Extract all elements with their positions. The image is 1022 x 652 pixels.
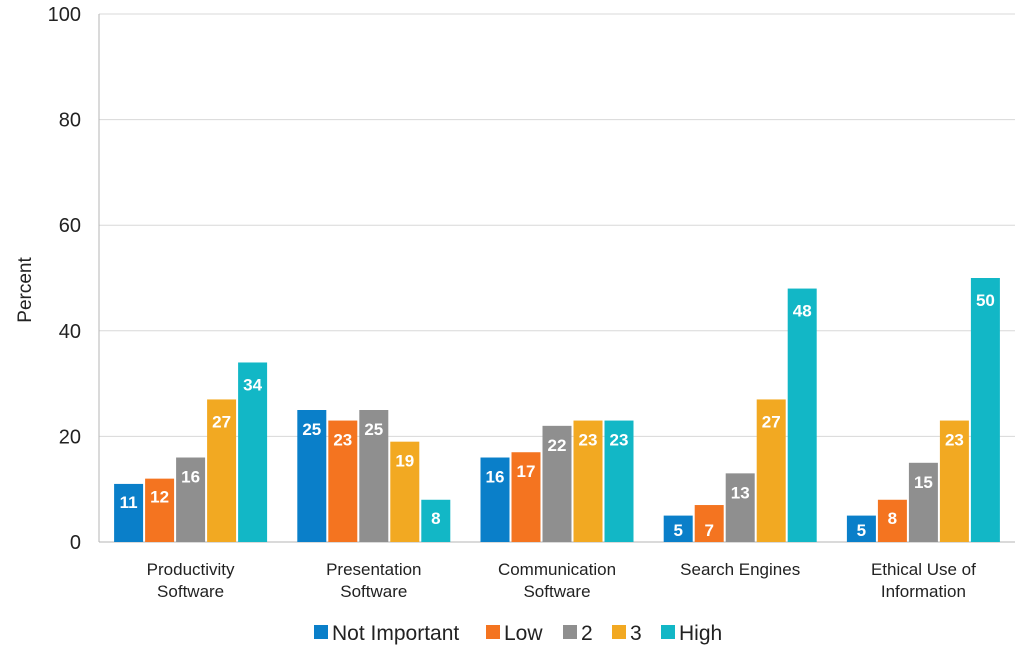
legend-swatch	[563, 625, 577, 639]
bar-high	[787, 288, 817, 542]
data-label: 34	[243, 375, 262, 394]
category-label-layer: Productivity Software Presentation Software…	[147, 560, 976, 601]
bar-high	[970, 278, 1000, 542]
bar-high	[238, 362, 268, 542]
data-label: 23	[610, 431, 629, 450]
bar-low	[694, 505, 724, 542]
bar-low	[328, 420, 358, 542]
x-category-label: Information	[881, 582, 966, 601]
bar-low	[145, 478, 175, 542]
data-label: 8	[431, 509, 440, 528]
bar-low	[877, 499, 907, 542]
bar-not-important	[846, 515, 876, 542]
y-tick-label: 60	[59, 215, 81, 237]
data-label: 19	[395, 452, 414, 471]
y-axis-title: Percent	[15, 257, 36, 323]
x-category-label: Presentation	[326, 560, 421, 579]
data-label: 5	[673, 521, 682, 540]
y-tick-label: 40	[59, 321, 81, 343]
data-label: 15	[914, 473, 933, 492]
data-label: 50	[976, 291, 995, 310]
y-tick-label: 0	[70, 532, 81, 554]
data-label: 23	[333, 431, 352, 450]
bar-3	[573, 420, 603, 542]
legend-swatch	[314, 625, 328, 639]
data-label: 16	[486, 468, 505, 487]
x-category-label: Ethical Use of	[871, 560, 976, 579]
bar-high	[421, 499, 451, 542]
data-label: 23	[945, 431, 964, 450]
bar-2	[542, 425, 572, 542]
data-label: 23	[579, 431, 598, 450]
y-tick-label: 80	[59, 110, 81, 132]
bar-3	[939, 420, 969, 542]
data-label: 7	[704, 521, 713, 540]
bar-2	[725, 473, 755, 542]
data-label: 16	[181, 468, 200, 487]
legend-label: 3	[630, 622, 642, 645]
data-label: 22	[548, 436, 567, 455]
x-category-label: Productivity	[147, 560, 235, 579]
bar-2	[359, 410, 389, 542]
legend-label: High	[679, 622, 722, 645]
y-tick-label: 20	[59, 426, 81, 448]
data-label: 11	[120, 493, 138, 512]
x-category-label: Software	[523, 582, 590, 601]
legend: Not Important Low 2 3 High	[314, 622, 722, 645]
bar-low	[511, 452, 541, 542]
data-label: 17	[517, 462, 536, 481]
data-label: 27	[762, 412, 781, 431]
data-label: 12	[150, 488, 169, 507]
y-tick-label: 100	[48, 4, 81, 26]
x-category-label: Software	[157, 582, 224, 601]
bar-2	[908, 462, 938, 542]
bar-2	[176, 457, 206, 542]
legend-swatch	[661, 625, 675, 639]
legend-label: 2	[581, 622, 593, 645]
data-label: 8	[888, 509, 897, 528]
data-label: 27	[212, 412, 231, 431]
data-label: 48	[793, 302, 812, 321]
x-category-label: Search Engines	[680, 560, 800, 579]
bar-3	[756, 399, 786, 542]
bar-not-important	[480, 457, 510, 542]
bar-3	[207, 399, 237, 542]
bar-not-important	[297, 410, 327, 542]
data-label: 13	[731, 483, 750, 502]
data-label: 25	[364, 420, 383, 439]
bar-not-important	[114, 483, 144, 542]
x-category-label: Software	[340, 582, 407, 601]
legend-swatch	[612, 625, 626, 639]
bar-layer	[114, 278, 1000, 542]
legend-swatch	[486, 625, 500, 639]
data-label: 25	[302, 420, 321, 439]
bar-3	[390, 441, 420, 542]
legend-label: Low	[504, 622, 543, 645]
legend-label: Not Important	[332, 622, 459, 645]
bar-not-important	[663, 515, 693, 542]
data-label: 5	[857, 521, 866, 540]
x-category-label: Communication	[498, 560, 616, 579]
bar-high	[604, 420, 634, 542]
